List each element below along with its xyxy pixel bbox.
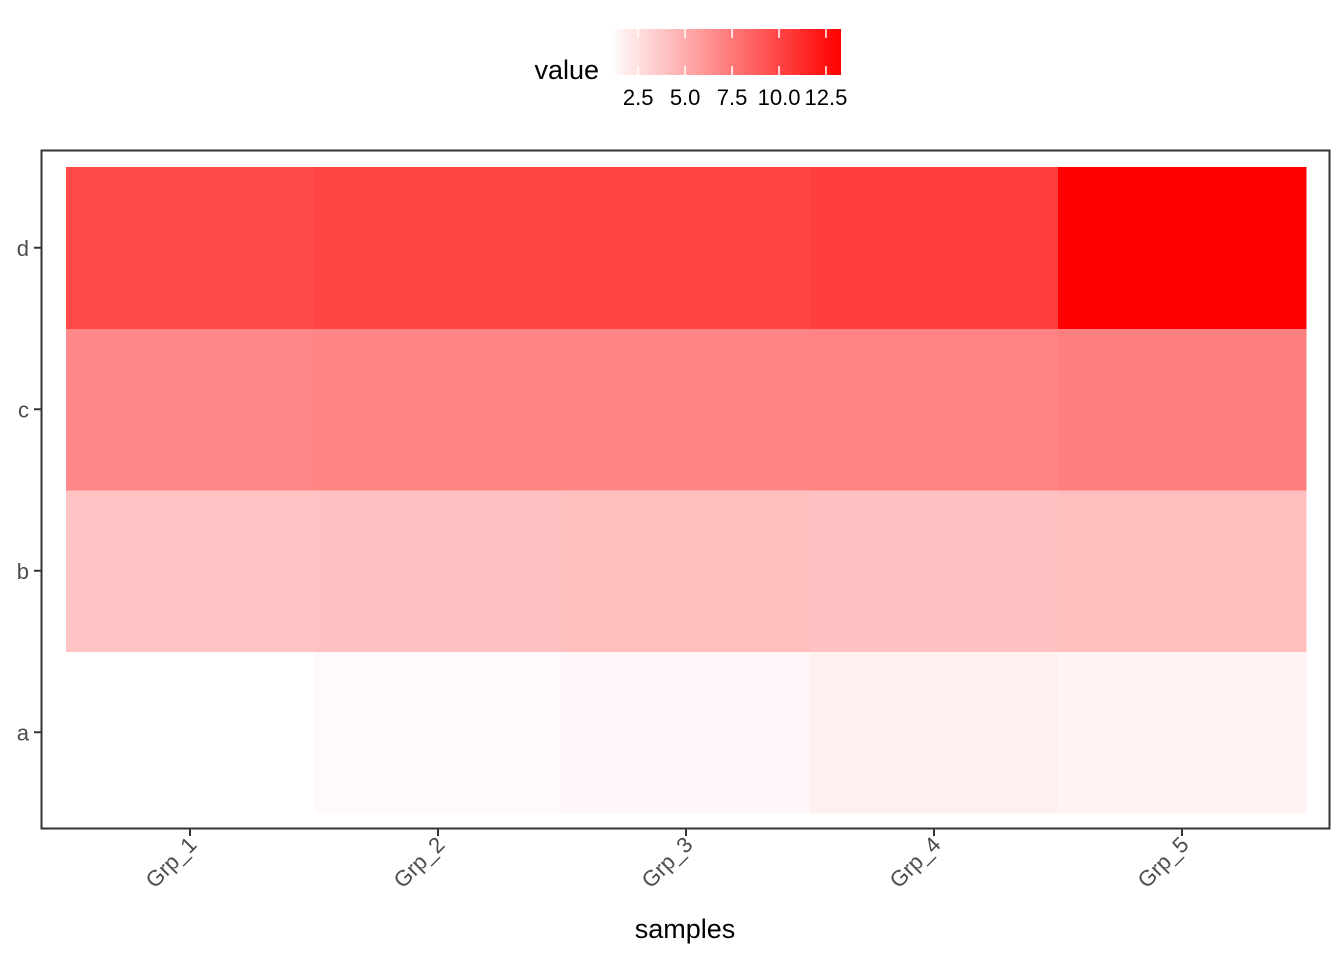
- heatmap-cell-a-Grp_3: [562, 651, 811, 814]
- heatmap-cell-c-Grp_2: [314, 328, 563, 491]
- heatmap-cell-a-Grp_2: [314, 651, 563, 814]
- heatmap-cell-b-Grp_3: [562, 490, 811, 652]
- legend: value 2.5 5.0 7.5 10.0 12.5: [534, 29, 847, 110]
- heatmap-cell-a-Grp_1: [66, 651, 315, 814]
- heatmap-cell-a-Grp_4: [810, 651, 1059, 814]
- legend-tick-label: 5.0: [670, 85, 701, 110]
- x-tick-label: Grp_1: [141, 832, 202, 893]
- x-axis: Grp_1 Grp_2 Grp_3 Grp_4 Grp_5: [141, 829, 1194, 893]
- panel-border: [40, 149, 1331, 830]
- heatmap-cell-b-Grp_1: [66, 490, 315, 652]
- legend-tick-label: 2.5: [623, 85, 654, 110]
- legend-title: value: [534, 55, 599, 85]
- heatmap-cell-d-Grp_3: [562, 167, 811, 329]
- y-tick-label: a: [17, 720, 30, 745]
- x-tick-label: Grp_2: [389, 832, 450, 893]
- x-tick-label: Grp_4: [885, 832, 946, 893]
- legend-tick-label: 7.5: [717, 85, 748, 110]
- heatmap-cell-d-Grp_5: [1058, 167, 1307, 329]
- legend-tick-label: 10.0: [758, 85, 801, 110]
- legend-ticks: 2.5 5.0 7.5 10.0 12.5: [623, 29, 848, 110]
- heatmap-cell-c-Grp_1: [66, 328, 315, 491]
- heatmap-cell-a-Grp_5: [1058, 651, 1307, 814]
- heatmap-cells: [66, 167, 1307, 814]
- heatmap-cell-d-Grp_2: [314, 167, 563, 329]
- heatmap-cell-b-Grp_4: [810, 490, 1059, 652]
- x-tick-label: Grp_5: [1133, 832, 1194, 893]
- legend-tick-label: 12.5: [805, 85, 848, 110]
- y-tick-label: d: [17, 236, 29, 261]
- heatmap-cell-c-Grp_5: [1058, 328, 1307, 491]
- heatmap-cell-c-Grp_4: [810, 328, 1059, 491]
- x-axis-title: samples: [635, 914, 736, 944]
- legend-colorbar: [610, 29, 841, 75]
- heatmap-cell-b-Grp_5: [1058, 490, 1307, 652]
- y-tick-label: b: [17, 559, 29, 584]
- heatmap-cell-d-Grp_4: [810, 167, 1059, 329]
- heatmap-cell-d-Grp_1: [66, 167, 315, 329]
- heatmap-cell-b-Grp_2: [314, 490, 563, 652]
- y-tick-label: c: [18, 397, 29, 422]
- heatmap-cell-c-Grp_3: [562, 328, 811, 491]
- y-axis: a b c d: [17, 236, 41, 745]
- x-tick-label: Grp_3: [637, 832, 698, 893]
